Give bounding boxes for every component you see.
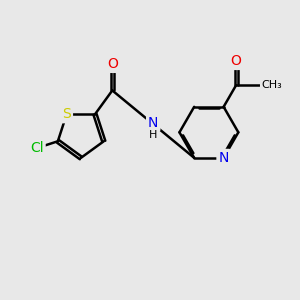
Text: N: N	[218, 151, 229, 165]
Text: O: O	[107, 57, 118, 71]
Text: CH₃: CH₃	[261, 80, 282, 90]
Text: Cl: Cl	[30, 141, 44, 155]
Text: O: O	[231, 54, 242, 68]
Text: S: S	[62, 107, 71, 121]
Text: H: H	[149, 130, 158, 140]
Text: N: N	[148, 116, 158, 130]
